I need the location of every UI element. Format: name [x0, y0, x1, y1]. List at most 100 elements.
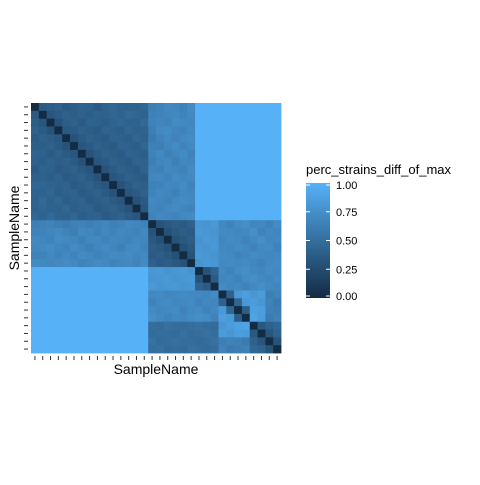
- heatmap-cell: [140, 188, 149, 198]
- heatmap-cell: [265, 181, 274, 190]
- heatmap-cell: [241, 118, 251, 127]
- heatmap-cell: [210, 204, 219, 213]
- heatmap-cell: [156, 118, 165, 127]
- heatmap-cell: [101, 321, 110, 330]
- heatmap-cell: [273, 290, 282, 299]
- heatmap-cell: [163, 345, 173, 354]
- heatmap-cell: [179, 196, 188, 205]
- heatmap-cell: [85, 103, 94, 112]
- heatmap-cell: [179, 298, 188, 307]
- heatmap-cell: [101, 337, 110, 346]
- heatmap-cell: [163, 103, 173, 112]
- heatmap-cell: [101, 298, 110, 307]
- heatmap-cell: [241, 204, 251, 213]
- heatmap-cell: [273, 282, 282, 291]
- heatmap-cell: [38, 204, 48, 213]
- heatmap-cell: [54, 345, 63, 354]
- heatmap-cell: [93, 149, 102, 159]
- heatmap-cell: [179, 188, 188, 198]
- heatmap-cell: [241, 149, 251, 159]
- heatmap-cell: [77, 157, 87, 166]
- heatmap-cell: [195, 196, 204, 205]
- heatmap-cell: [31, 243, 40, 252]
- heatmap-cell: [163, 329, 173, 338]
- heatmap-cell: [171, 329, 180, 338]
- heatmap-cell: [93, 126, 102, 135]
- heatmap-cell: [148, 298, 157, 307]
- heatmap-cell: [38, 345, 48, 354]
- heatmap-cell: [249, 188, 258, 198]
- heatmap-cell: [38, 290, 48, 299]
- heatmap-cell: [210, 274, 219, 284]
- heatmap-cell: [210, 337, 219, 346]
- heatmap-cell: [265, 251, 274, 260]
- heatmap-cell: [257, 313, 266, 323]
- heatmap-cell: [156, 235, 165, 245]
- heatmap-cell: [70, 142, 79, 151]
- heatmap-cell: [257, 251, 266, 260]
- heatmap-cell: [148, 165, 157, 174]
- heatmap-cell: [140, 313, 149, 323]
- heatmap-cell: [116, 110, 126, 120]
- heatmap-cell: [124, 165, 133, 174]
- heatmap-cell: [171, 235, 180, 245]
- heatmap-cell: [226, 188, 235, 198]
- heatmap-cell: [46, 274, 55, 284]
- heatmap-cell: [187, 118, 196, 127]
- heatmap-cell: [249, 157, 258, 166]
- heatmap-cell: [156, 274, 165, 284]
- heatmap-cell: [70, 173, 79, 182]
- heatmap-cell: [77, 259, 87, 268]
- heatmap-cell: [140, 274, 149, 284]
- heatmap-cell: [124, 243, 133, 252]
- heatmap-cell: [156, 142, 165, 151]
- heatmap-cell: [38, 306, 48, 315]
- heatmap-cell: [124, 267, 133, 276]
- heatmap-cell: [140, 228, 149, 237]
- heatmap-cell: [226, 126, 235, 135]
- heatmap-cell: [124, 196, 133, 205]
- heatmap-cell: [202, 235, 212, 245]
- heatmap-cell: [202, 149, 212, 159]
- heatmap-cell: [77, 188, 87, 198]
- heatmap-cell: [156, 134, 165, 143]
- heatmap-cell: [202, 337, 212, 346]
- heatmap-cell: [54, 243, 63, 252]
- heatmap-cell: [241, 220, 251, 229]
- heatmap-cell: [38, 228, 48, 237]
- heatmap-cell: [241, 165, 251, 174]
- heatmap-cell: [38, 212, 48, 221]
- heatmap-cell: [70, 306, 79, 315]
- heatmap-cell: [31, 220, 40, 229]
- heatmap-cell: [116, 220, 126, 229]
- heatmap-cell: [101, 259, 110, 268]
- heatmap-cell: [116, 196, 126, 205]
- heatmap-cell: [77, 298, 87, 307]
- heatmap-cell: [156, 321, 165, 330]
- heatmap-cell: [187, 282, 196, 291]
- heatmap-cell: [210, 228, 219, 237]
- heatmap-cell: [93, 173, 102, 182]
- heatmap-cell: [85, 306, 94, 315]
- heatmap-cell: [38, 251, 48, 260]
- heatmap-cell: [156, 259, 165, 268]
- heatmap-cell: [85, 149, 94, 159]
- heatmap-cell: [38, 173, 48, 182]
- heatmap-cell: [179, 337, 188, 346]
- heatmap-cell: [187, 228, 196, 237]
- heatmap-cell: [124, 103, 133, 112]
- heatmap-cell: [273, 251, 282, 260]
- heatmap-cell: [124, 118, 133, 127]
- heatmap-cell: [218, 313, 227, 323]
- heatmap-cell: [210, 134, 219, 143]
- heatmap-cell: [109, 149, 118, 159]
- heatmap-cell: [210, 298, 219, 307]
- heatmap-cell: [195, 298, 204, 307]
- heatmap-cell: [218, 267, 227, 276]
- heatmap-cell: [132, 243, 141, 252]
- heatmap-cell: [62, 188, 71, 198]
- heatmap-cell: [124, 142, 133, 151]
- heatmap-cell: [101, 126, 110, 135]
- heatmap-cell: [31, 165, 40, 174]
- heatmap-cell: [132, 126, 141, 135]
